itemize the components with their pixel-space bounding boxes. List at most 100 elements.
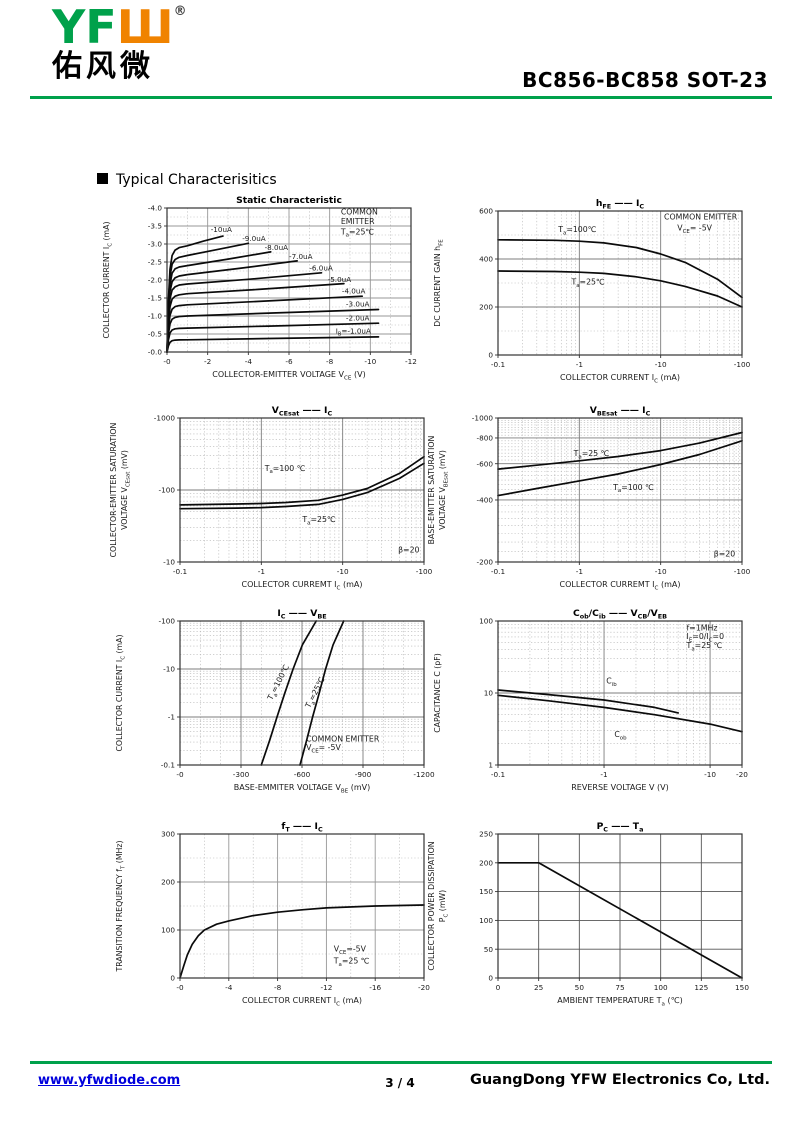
svg-text:-0.1: -0.1 — [491, 360, 505, 369]
chart-cob-cib-svg: -0.1 -1 -10 -20 1 10 100 REVERSE VOLTAGE V (V) C… — [433, 608, 748, 792]
company-logo: YFШ® 佑风微 — [52, 4, 187, 82]
svg-text:100: 100 — [654, 983, 668, 992]
svg-text:200: 200 — [479, 303, 493, 312]
svg-text:250: 250 — [479, 830, 493, 839]
svg-text:IB=-1.0uA: IB=-1.0uA — [336, 326, 371, 337]
svg-text:-900: -900 — [355, 770, 372, 779]
svg-text:75: 75 — [615, 983, 624, 992]
chart-vcesat-vs-ic-svg: -0.1 -1 -10 -100 -10 -100 -1000 COLLECTOR CURRE… — [109, 405, 433, 591]
svg-text:50: 50 — [575, 983, 585, 992]
svg-text:-2.0uA: -2.0uA — [346, 314, 370, 323]
svg-text:COLLECTOR CURRENT IC (mA): COLLECTOR CURRENT IC (mA) — [560, 373, 680, 384]
svg-text:-800: -800 — [476, 434, 493, 443]
svg-text:-7.0uA: -7.0uA — [289, 252, 313, 261]
svg-text:-3.0uA: -3.0uA — [346, 300, 370, 309]
svg-text:-100: -100 — [158, 617, 175, 626]
svg-text:150: 150 — [735, 983, 749, 992]
svg-text:-300: -300 — [233, 770, 250, 779]
svg-text:EMITTER: EMITTER — [341, 217, 375, 226]
svg-text:VCE=-5V: VCE=-5V — [334, 945, 367, 956]
svg-text:100: 100 — [161, 926, 175, 935]
svg-text:-8.0uA: -8.0uA — [265, 243, 289, 252]
svg-text:-100: -100 — [734, 567, 751, 576]
svg-text:PC —— Ta: PC —— Ta — [597, 821, 644, 833]
svg-text:-10: -10 — [704, 770, 716, 779]
chart-vcesat-vs-ic: -0.1 -1 -10 -100 -10 -100 -1000 COLLECTOR CURRE… — [106, 404, 436, 600]
svg-text:100: 100 — [479, 617, 493, 626]
svg-text:-100: -100 — [734, 360, 751, 369]
svg-text:-1.0: -1.0 — [148, 312, 163, 321]
svg-text:1: 1 — [488, 761, 493, 770]
svg-text:CAPACITANCE C (pF): CAPACITANCE C (pF) — [433, 653, 442, 733]
svg-text:125: 125 — [694, 983, 708, 992]
chart-cob-cib: -0.1 -1 -10 -20 1 10 100 REVERSE VOLTAGE V (V) C… — [424, 607, 754, 803]
svg-text:-12: -12 — [320, 983, 332, 992]
svg-text:-2: -2 — [204, 357, 211, 366]
chart-ic-vs-vbe: -0 -300 -600 -900 -1200 -0.1 -1 -10 -100 BASE-EMM… — [106, 607, 436, 803]
svg-text:COLLECTOR CURREMT IC (mA): COLLECTOR CURREMT IC (mA) — [242, 580, 363, 591]
svg-text:Ta=25℃: Ta=25℃ — [570, 278, 604, 289]
company-name: GuangDong YFW Electronics Co, Ltd. — [469, 1072, 770, 1088]
svg-text:PC (mW): PC (mW) — [438, 890, 449, 922]
svg-text:Ta=25 ℃: Ta=25 ℃ — [333, 957, 370, 968]
svg-text:600: 600 — [479, 207, 493, 216]
svg-text:-10uA: -10uA — [211, 225, 232, 234]
header-divider — [30, 96, 772, 99]
svg-text:COMMON EMITTER: COMMON EMITTER — [306, 734, 380, 743]
svg-text:25: 25 — [534, 983, 543, 992]
svg-text:COLLECTOR CURRENT IC (mA): COLLECTOR CURRENT IC (mA) — [242, 996, 362, 1007]
svg-text:-20: -20 — [736, 770, 748, 779]
section-heading-label: Typical Characterisitics — [116, 172, 277, 188]
svg-text:DC CURRENT GAIN hFE: DC CURRENT GAIN hFE — [433, 239, 444, 327]
svg-text:-6.0uA: -6.0uA — [309, 264, 333, 273]
logo-wordmark: YFШ® — [52, 4, 187, 50]
svg-text:COMMON EMITTER: COMMON EMITTER — [664, 212, 738, 221]
svg-text:Ta=25℃: Ta=25℃ — [301, 515, 335, 526]
svg-text:AMBIENT TEMPERATURE Ta (℃): AMBIENT TEMPERATURE Ta (℃) — [557, 996, 683, 1007]
svg-text:10: 10 — [484, 689, 494, 698]
svg-text:0: 0 — [170, 974, 175, 983]
chart-pc-vs-ta-svg: 0 25 50 75 100 125 150 0 50 100 150 200 250 AMBIENT T… — [427, 821, 749, 1007]
svg-text:COMMON: COMMON — [341, 207, 378, 216]
svg-text:-0.1: -0.1 — [161, 761, 175, 770]
svg-text:Cob: Cob — [614, 730, 627, 741]
svg-text:COLLECTOR-EMITTER SATURATION: COLLECTOR-EMITTER SATURATION — [109, 422, 118, 557]
svg-text:-8: -8 — [274, 983, 282, 992]
website-link[interactable]: www.yfwdiode.com — [38, 1073, 181, 1088]
svg-text:-100: -100 — [158, 486, 175, 495]
svg-text:50: 50 — [484, 945, 494, 954]
svg-text:-1.5: -1.5 — [148, 294, 162, 303]
svg-text:-8: -8 — [326, 357, 334, 366]
svg-text:-2.0: -2.0 — [148, 276, 163, 285]
svg-text:-10: -10 — [655, 360, 667, 369]
svg-text:-4: -4 — [225, 983, 233, 992]
page-title: BC856-BC858 SOT-23 — [522, 68, 768, 92]
svg-text:TRANSITION FREQUENCY fT (M: TRANSITION FREQUENCY fT (MHz) — [115, 840, 126, 972]
svg-text:Cib: Cib — [606, 677, 617, 688]
svg-text:-6: -6 — [285, 357, 293, 366]
svg-text:hFE —— IC: hFE —— IC — [596, 198, 645, 210]
svg-text:-600: -600 — [476, 459, 493, 468]
svg-text:-12: -12 — [405, 357, 417, 366]
svg-text:-4.0uA: -4.0uA — [342, 287, 366, 296]
svg-text:-0: -0 — [176, 770, 184, 779]
svg-text:-3.5: -3.5 — [148, 222, 162, 231]
svg-text:-0.5: -0.5 — [148, 330, 162, 339]
svg-text:150: 150 — [479, 887, 493, 896]
logo-w-glyph: Ш — [116, 0, 174, 54]
svg-text:VOLTAGE VCEsat (mV): VOLTAGE VCEsat (mV) — [120, 450, 131, 530]
chart-ic-vs-vbe-svg: -0 -300 -600 -900 -1200 -0.1 -1 -10 -100 BASE-EMM… — [115, 608, 435, 794]
svg-text:BASE-EMITTER SATURATION: BASE-EMITTER SATURATION — [427, 435, 436, 544]
svg-text:200: 200 — [479, 858, 493, 867]
svg-text:-9.0uA: -9.0uA — [242, 234, 266, 243]
page-number: 3 / 4 — [385, 1076, 415, 1090]
svg-text:COLLECTOR CURRENT IC (mA): COLLECTOR CURRENT IC (mA) — [115, 634, 126, 751]
svg-text:-4.0: -4.0 — [148, 204, 163, 213]
svg-text:-0.1: -0.1 — [491, 567, 505, 576]
svg-text:-1000: -1000 — [472, 414, 494, 423]
svg-text:-10: -10 — [364, 357, 376, 366]
svg-text:f=1MHz: f=1MHz — [687, 623, 718, 632]
svg-text:-0: -0 — [176, 983, 184, 992]
svg-text:Ta=100 ℃: Ta=100 ℃ — [612, 483, 654, 494]
